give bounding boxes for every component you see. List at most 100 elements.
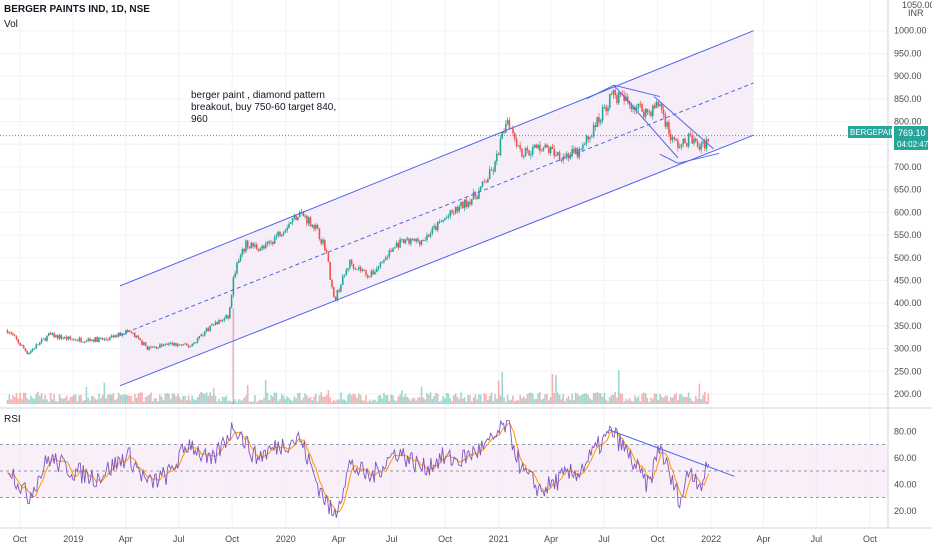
volume-bar — [530, 392, 532, 404]
trendline-diamond-bottom-right[interactable] — [677, 152, 720, 164]
volume-bar — [537, 393, 539, 404]
trendline-channel-mid[interactable] — [119, 82, 754, 336]
volume-bar — [139, 392, 141, 404]
annotation-line-3[interactable]: 960 — [191, 114, 208, 125]
price-badge[interactable]: BERGEPAINT 769.10 04:02:47 — [848, 126, 929, 150]
volume-bar — [304, 393, 306, 404]
volume-bar — [202, 393, 204, 404]
candle-body — [574, 148, 577, 153]
volume-bar — [306, 395, 308, 404]
candle-body — [205, 328, 208, 332]
volume-bar — [196, 397, 199, 404]
volume-bar — [99, 398, 102, 404]
trendline-diamond-bottom-left[interactable] — [659, 153, 679, 164]
trendline-diamond-right-edge[interactable] — [653, 96, 714, 150]
volume-bar — [404, 393, 407, 404]
volume-bar — [662, 397, 665, 404]
volume-bar — [89, 400, 91, 404]
volume-bar — [551, 373, 554, 404]
volume-bar — [648, 401, 651, 404]
symbol-title[interactable]: BERGER PAINTS IND, 1D, NSE — [4, 4, 150, 15]
volume-bar — [230, 401, 233, 404]
volume-bar — [325, 394, 328, 404]
volume-bar — [580, 395, 582, 404]
volume-bar — [214, 395, 217, 404]
currency-unit[interactable]: INR — [908, 8, 924, 18]
candle-body — [246, 240, 249, 248]
volume-bar — [682, 396, 685, 404]
candle-body — [442, 220, 444, 222]
volume-bar — [393, 400, 396, 404]
badge-countdown: 04:02:47 — [897, 140, 929, 149]
candle-body — [513, 133, 516, 139]
candle-body — [626, 96, 629, 102]
volume-bar — [539, 392, 541, 404]
candle-body — [264, 244, 267, 249]
candle-body — [374, 271, 376, 275]
volume-bar — [503, 397, 505, 404]
candle-body — [524, 148, 527, 157]
candle-body — [146, 345, 149, 350]
trendline-diamond-top-left[interactable] — [586, 84, 615, 100]
volume-bar — [221, 396, 224, 404]
volume-bar — [132, 401, 134, 404]
price-tick-label: 350.00 — [894, 321, 922, 331]
volume-bar — [377, 395, 380, 404]
volume-bar — [157, 401, 159, 404]
candle-body — [402, 239, 405, 244]
volume-bar — [295, 398, 297, 404]
annotation-line-2[interactable]: breakout, buy 750-60 target 840, — [191, 102, 336, 113]
volume-bar — [517, 400, 520, 404]
volume-bar — [243, 397, 245, 404]
rsi-pane[interactable] — [0, 420, 888, 518]
trend-layer[interactable] — [119, 30, 754, 387]
volume-bar — [565, 398, 568, 404]
volume-bar — [254, 395, 256, 404]
trendline-channel-lower[interactable] — [119, 134, 754, 387]
volume-bar — [478, 394, 480, 404]
candle-body — [377, 266, 380, 269]
rsi-label[interactable]: RSI — [4, 414, 21, 425]
volume-bar — [625, 398, 627, 404]
volume-bar — [12, 395, 14, 404]
volume-bar — [91, 395, 93, 404]
volume-bar — [488, 395, 491, 404]
volume-bar — [200, 392, 202, 404]
volume-label[interactable]: Vol — [4, 19, 18, 30]
volume-bar — [608, 397, 611, 404]
candle-body — [456, 206, 459, 212]
volume-bar — [549, 397, 552, 404]
volume-bar — [117, 392, 120, 404]
candle-body — [707, 139, 710, 141]
candle-body — [338, 289, 340, 292]
candle-body — [15, 336, 18, 340]
trendline-diamond-left-edge[interactable] — [613, 84, 679, 159]
candle-body — [411, 238, 414, 240]
volume-bar — [501, 371, 504, 404]
volume-bar — [592, 393, 595, 404]
volume-bar — [297, 393, 299, 404]
candle-body — [641, 103, 643, 112]
volume-bar — [650, 397, 652, 404]
candle-body — [91, 339, 93, 341]
trendline-channel-upper[interactable] — [119, 30, 754, 287]
volume-bar — [148, 394, 150, 404]
annotation-line-1[interactable]: berger paint , diamond pattern — [191, 90, 325, 101]
volume-bar — [422, 397, 425, 404]
volume-bar — [216, 401, 219, 404]
candle-body — [295, 215, 297, 221]
candle-body — [508, 120, 511, 129]
candle-body — [212, 324, 215, 326]
volume-bar — [415, 400, 418, 404]
volume-bar — [591, 399, 593, 404]
candle-body — [399, 239, 401, 248]
candle-body — [336, 289, 339, 300]
candle-body — [503, 132, 505, 133]
volume-bar — [168, 393, 170, 404]
volume-bar — [571, 393, 573, 404]
candle-body — [243, 248, 245, 252]
trendline-diamond-top-right[interactable] — [613, 84, 661, 98]
candle-body — [340, 284, 342, 292]
candle-body — [666, 122, 668, 127]
